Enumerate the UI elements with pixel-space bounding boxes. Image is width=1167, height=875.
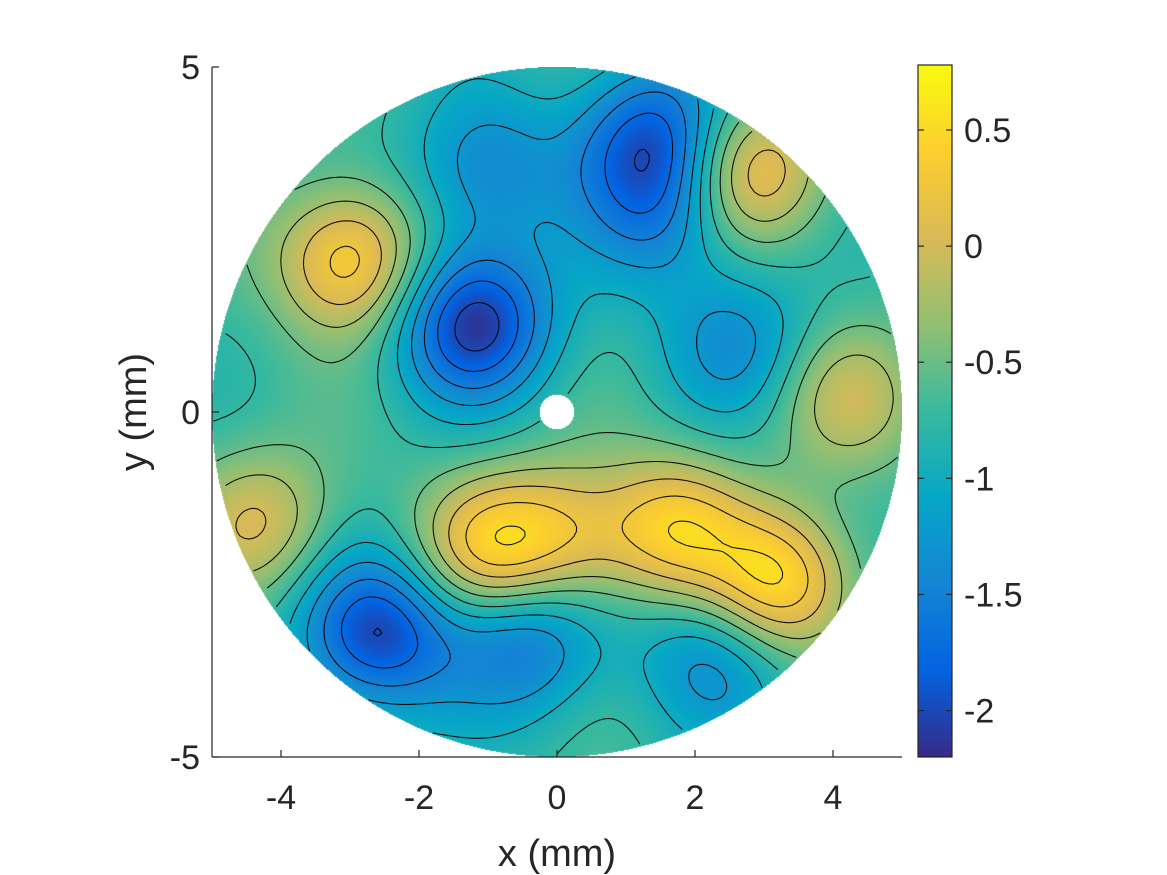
heatmap-image: [212, 67, 902, 757]
x-tick-label: -2: [404, 779, 434, 817]
x-tick-label: 4: [824, 779, 843, 817]
contour-line: [213, 112, 870, 755]
colorbar-tick-label: -0.5: [964, 344, 1023, 382]
colorbar-frame: [917, 64, 953, 758]
x-tick-label: 0: [548, 779, 567, 817]
y-tick-label: 5: [181, 49, 200, 87]
x-axis-label: x (mm): [498, 833, 616, 875]
contour-line: [323, 91, 687, 687]
contour-line: [235, 149, 826, 624]
x-tick-label: 2: [686, 779, 705, 817]
y-tick-label: 0: [181, 394, 200, 432]
colorbar-tick-label: -1.5: [964, 576, 1023, 614]
axes: -4 -2 0 2 4 -5 0 5: [170, 49, 902, 817]
colorbar-tick-label: 0: [964, 228, 983, 266]
colorbar: 0.5 0 -0.5 -1 -1.5 -2: [917, 64, 1023, 758]
contour-line: [329, 245, 809, 608]
colorbar-tick-label: -1: [964, 460, 994, 498]
contour-line: [494, 520, 784, 585]
contour-line: [372, 148, 650, 637]
heatmap-disk: [212, 67, 902, 757]
colorbar-tick-label: 0.5: [964, 112, 1011, 150]
contour-line: [225, 130, 894, 640]
contour-line: [216, 121, 898, 658]
contour-line: [306, 76, 757, 705]
contour-line: [289, 71, 784, 739]
colorbar-tick-label: -2: [964, 693, 994, 731]
colorbar-gradient: [918, 65, 952, 757]
y-axis-label: y (mm): [113, 353, 155, 471]
contour-line: [340, 112, 674, 669]
x-tick-label: -4: [266, 779, 296, 817]
y-tick-label: -5: [170, 739, 200, 777]
contour-lines: [213, 71, 898, 755]
